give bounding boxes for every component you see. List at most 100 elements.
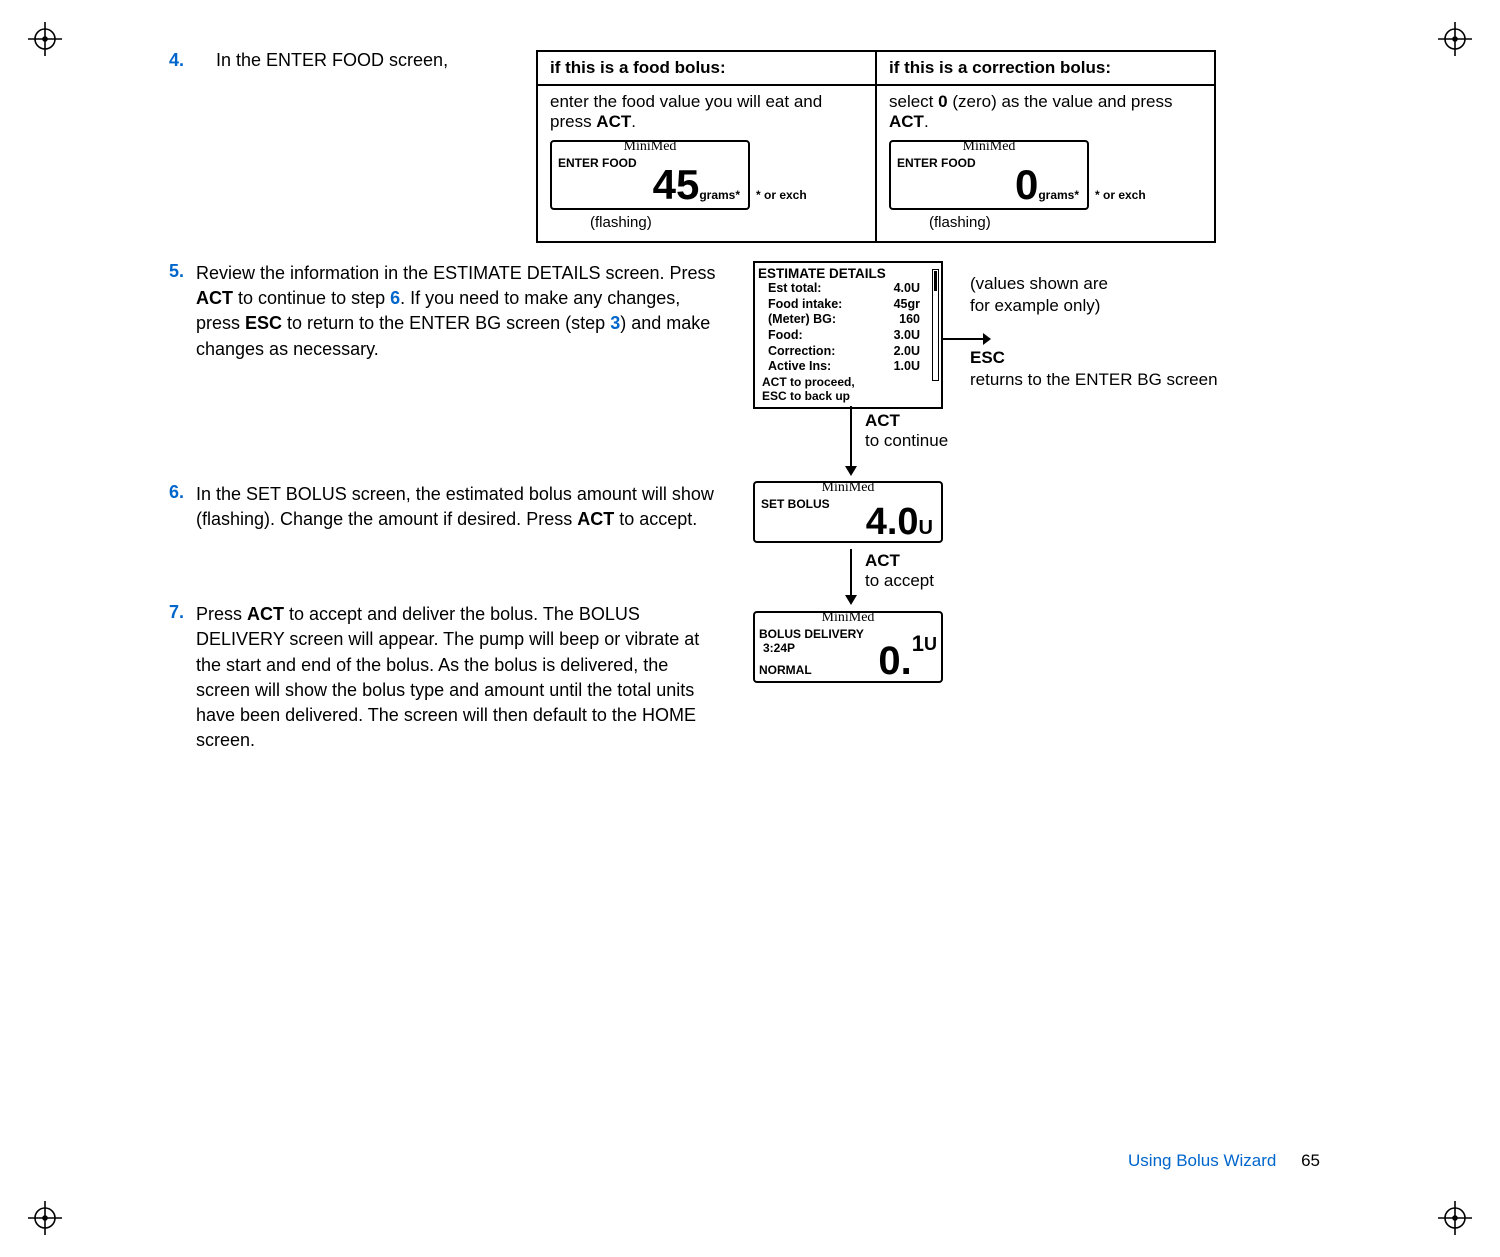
zero-key: 0	[938, 92, 947, 111]
cell-food-bolus: enter the food value you will eat and pr…	[538, 86, 877, 241]
txt: .	[924, 112, 929, 131]
flashing-note: (flashing)	[929, 214, 1202, 231]
est-val: 2.0U	[894, 344, 932, 360]
esc-key: ESC	[970, 348, 1005, 367]
txt: returns to the ENTER BG screen	[970, 370, 1218, 389]
step-5-number: 5.	[160, 261, 196, 282]
txt: to accept.	[614, 509, 697, 529]
corr-instr-text: select 0 (zero) as the value and press A…	[889, 92, 1173, 131]
device-value: 45grams*	[653, 164, 740, 206]
page-content: 4. In the ENTER FOOD screen, if this is …	[160, 50, 1340, 773]
txt: to continue to step	[233, 288, 390, 308]
unit: U	[924, 634, 937, 654]
est-row: Food intake: 45gr	[758, 297, 938, 313]
est-row: Est total:4.0U	[758, 281, 938, 297]
txt: to accept	[865, 571, 934, 590]
est-key: Food intake:	[768, 297, 842, 313]
esc-key: ESC	[245, 313, 282, 333]
txt: .	[631, 112, 636, 131]
est-val: 1.0U	[894, 359, 932, 375]
txt: (values shown are	[970, 274, 1108, 293]
txt: to return to the ENTER BG screen (step	[282, 313, 610, 333]
food-instr-text: enter the food value you will eat and pr…	[550, 92, 822, 131]
or-exch-note: * or exch	[756, 188, 807, 202]
page-number: 65	[1301, 1151, 1320, 1170]
device-brand: MiniMed	[755, 480, 941, 496]
val: 4.0	[866, 501, 919, 543]
device-brand: MiniMed	[755, 610, 941, 626]
act-accept-label: ACT to accept	[865, 551, 934, 592]
est-val: 3.0U	[894, 328, 932, 344]
crop-mark-tr	[1438, 22, 1472, 56]
enter-food-screen-45: MiniMed ENTER FOOD 45grams*	[550, 140, 750, 210]
lower-left-column: 5. Review the information in the ESTIMAT…	[160, 261, 720, 773]
table-body-row: enter the food value you will eat and pr…	[538, 86, 1214, 241]
device-brand: MiniMed	[891, 139, 1087, 155]
act-key: ACT	[196, 288, 233, 308]
bolus-delivery-screen: MiniMed BOLUS DELIVERY 3:24P NORMAL 0.1U	[753, 611, 943, 683]
flashing-note: (flashing)	[590, 214, 863, 231]
scrollbar	[932, 269, 939, 381]
device-corr: MiniMed ENTER FOOD 0grams* * or exch	[889, 140, 1202, 210]
est-row: (Meter) BG:160	[758, 312, 938, 328]
act-key: ACT	[596, 112, 631, 131]
esc-note: ESC returns to the ENTER BG screen	[970, 347, 1218, 391]
step-6-text: In the SET BOLUS screen, the estimated b…	[196, 482, 720, 532]
step-7-text: Press ACT to accept and deliver the bolu…	[196, 602, 720, 753]
delivery-mode: NORMAL	[759, 663, 812, 677]
est-key: Food:	[768, 328, 803, 344]
act-key: ACT	[865, 551, 900, 570]
crop-mark-tl	[28, 22, 62, 56]
scrollbar-thumb	[934, 271, 937, 291]
est-val: 160	[899, 312, 932, 328]
act-key: ACT	[577, 509, 614, 529]
delivery-time: 3:24P	[763, 641, 795, 655]
step-7-number: 7.	[160, 602, 196, 623]
step-4-number: 4.	[160, 50, 196, 243]
txt: enter the food value you will eat and pr…	[550, 92, 822, 131]
down-arrow-2-icon	[843, 549, 859, 610]
cell-correction-bolus: select 0 (zero) as the value and press A…	[877, 86, 1214, 241]
est-row: Food: 3.0U	[758, 328, 938, 344]
page-footer: Using Bolus Wizard 65	[1128, 1151, 1320, 1171]
step-7: 7. Press ACT to accept and deliver the b…	[160, 602, 720, 753]
device-title: BOLUS DELIVERY	[759, 627, 864, 641]
enter-food-screen-0: MiniMed ENTER FOOD 0grams*	[889, 140, 1089, 210]
est-row: Active Ins:1.0U	[758, 359, 938, 375]
est-rows: Est total:4.0UFood intake: 45gr(Meter) BG…	[758, 281, 938, 375]
txt: for example only)	[970, 296, 1100, 315]
est-row: Correction:2.0U	[758, 344, 938, 360]
txt: Review the information in the ESTIMATE D…	[196, 263, 716, 283]
est-val: 45gr	[894, 297, 932, 313]
down-arrow-1-icon	[843, 406, 859, 481]
estimate-details-screen: ESTIMATE DETAILS Est total:4.0UFood inta…	[753, 261, 943, 409]
step-4-intro: In the ENTER FOOD screen,	[216, 50, 516, 243]
step-5-text: Review the information in the ESTIMATE D…	[196, 261, 720, 362]
chapter-title: Using Bolus Wizard	[1128, 1151, 1276, 1170]
act-key: ACT	[889, 112, 924, 131]
act-key: ACT	[247, 604, 284, 624]
step-6: 6. In the SET BOLUS screen, the estimate…	[160, 482, 720, 532]
txt: (zero) as the value and press	[948, 92, 1173, 111]
set-bolus-value: 4.0U	[866, 503, 933, 541]
est-key: Est total:	[768, 281, 821, 297]
device-brand: MiniMed	[552, 139, 748, 155]
crop-mark-bl	[28, 1201, 62, 1235]
est-foot1: ACT to proceed,	[758, 375, 938, 389]
unit: U	[919, 517, 933, 539]
txt: to accept and deliver the bolus. The BOL…	[196, 604, 699, 750]
step-4: 4. In the ENTER FOOD screen, if this is …	[160, 50, 1340, 243]
or-exch-note: * or exch	[1095, 188, 1146, 202]
crop-mark-br	[1438, 1201, 1472, 1235]
est-foot2: ESC to back up	[758, 389, 938, 403]
act-key: ACT	[865, 411, 900, 430]
est-title: ESTIMATE DETAILS	[758, 266, 938, 281]
txt: Press	[196, 604, 247, 624]
step-5: 5. Review the information in the ESTIMAT…	[160, 261, 720, 362]
lower-right-column: ESTIMATE DETAILS Est total:4.0UFood inta…	[745, 261, 1340, 773]
device-food: MiniMed ENTER FOOD 45grams* * or exch	[550, 140, 863, 210]
txt: to continue	[865, 431, 948, 450]
unit: grams*	[1038, 188, 1079, 202]
device-value: 0grams*	[1015, 164, 1079, 206]
device-title: ENTER FOOD	[558, 156, 637, 170]
